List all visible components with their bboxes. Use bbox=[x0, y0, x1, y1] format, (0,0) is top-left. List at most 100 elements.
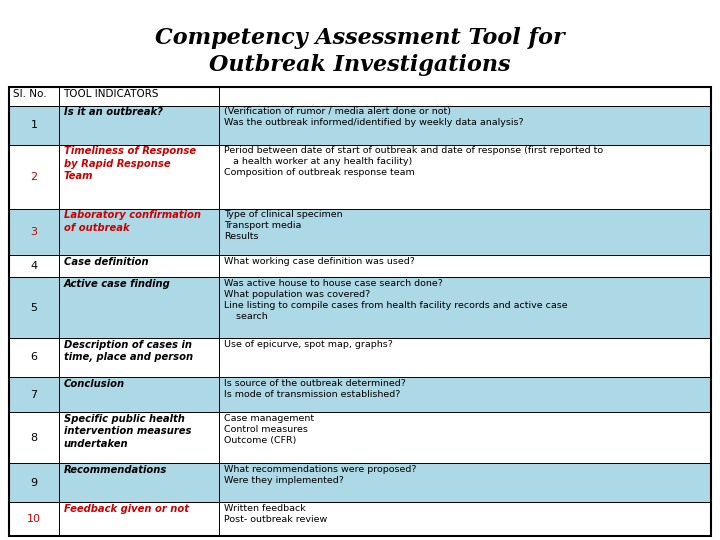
Bar bbox=[220, 377, 711, 412]
Text: Competency Assessment Tool for: Competency Assessment Tool for bbox=[155, 27, 565, 49]
Bar bbox=[9, 502, 59, 536]
Text: Case definition: Case definition bbox=[63, 257, 148, 267]
Bar bbox=[59, 338, 220, 377]
Bar bbox=[9, 338, 59, 377]
Text: 3: 3 bbox=[30, 227, 37, 237]
Text: 2: 2 bbox=[30, 172, 37, 181]
Text: Description of cases in
time, place and person: Description of cases in time, place and … bbox=[63, 340, 193, 362]
Text: 1: 1 bbox=[30, 120, 37, 130]
Bar bbox=[59, 502, 220, 536]
Bar bbox=[220, 87, 711, 105]
Bar bbox=[220, 338, 711, 377]
Bar bbox=[220, 377, 711, 412]
Text: Laboratory confirmation
of outbreak: Laboratory confirmation of outbreak bbox=[63, 210, 201, 233]
Bar bbox=[59, 377, 220, 412]
Text: 5: 5 bbox=[30, 302, 37, 313]
Bar bbox=[9, 463, 59, 502]
Text: Case management
Control measures
Outcome (CFR): Case management Control measures Outcome… bbox=[224, 414, 314, 445]
Text: Was active house to house case search done?
What population was covered?
Line li: Was active house to house case search do… bbox=[224, 279, 567, 321]
Bar bbox=[220, 255, 711, 277]
Bar bbox=[9, 145, 59, 208]
Bar bbox=[220, 502, 711, 536]
Text: Timeliness of Response
by Rapid Response
Team: Timeliness of Response by Rapid Response… bbox=[63, 146, 196, 181]
Bar bbox=[220, 502, 711, 536]
Text: 4: 4 bbox=[30, 261, 37, 271]
Bar bbox=[9, 255, 59, 277]
Bar bbox=[9, 277, 59, 338]
Text: Outbreak Investigations: Outbreak Investigations bbox=[210, 54, 510, 76]
Text: Active case finding: Active case finding bbox=[63, 279, 171, 289]
Bar bbox=[59, 87, 220, 105]
Bar bbox=[9, 105, 59, 145]
Bar bbox=[9, 277, 59, 338]
Text: Written feedback
Post- outbreak review: Written feedback Post- outbreak review bbox=[224, 504, 327, 524]
Text: Use of epicurve, spot map, graphs?: Use of epicurve, spot map, graphs? bbox=[224, 340, 392, 349]
Text: Is source of the outbreak determined?
Is mode of transmission established?: Is source of the outbreak determined? Is… bbox=[224, 379, 405, 399]
Bar bbox=[59, 87, 220, 105]
Text: Sl. No.: Sl. No. bbox=[13, 89, 47, 99]
Text: Period between date of start of outbreak and date of response (first reported to: Period between date of start of outbreak… bbox=[224, 146, 603, 177]
Bar bbox=[220, 208, 711, 255]
Text: Recommendations: Recommendations bbox=[63, 465, 167, 475]
Bar bbox=[9, 255, 59, 277]
Bar bbox=[9, 208, 59, 255]
Bar bbox=[9, 87, 711, 536]
Bar bbox=[59, 463, 220, 502]
Bar bbox=[59, 145, 220, 208]
Bar bbox=[220, 412, 711, 463]
Bar bbox=[220, 463, 711, 502]
Bar bbox=[9, 338, 59, 377]
Bar bbox=[220, 277, 711, 338]
Bar bbox=[9, 502, 59, 536]
Text: 8: 8 bbox=[30, 433, 37, 443]
Bar bbox=[220, 87, 711, 105]
Text: Type of clinical specimen
Transport media
Results: Type of clinical specimen Transport medi… bbox=[224, 210, 343, 241]
Bar bbox=[220, 277, 711, 338]
Text: What recommendations were proposed?
Were they implemented?: What recommendations were proposed? Were… bbox=[224, 465, 416, 485]
Bar bbox=[59, 255, 220, 277]
Text: Is it an outbreak?: Is it an outbreak? bbox=[63, 107, 163, 117]
Text: Conclusion: Conclusion bbox=[63, 379, 125, 389]
Bar bbox=[220, 208, 711, 255]
Bar bbox=[59, 277, 220, 338]
Bar bbox=[9, 87, 59, 105]
Bar bbox=[59, 208, 220, 255]
Bar bbox=[59, 208, 220, 255]
Bar bbox=[9, 463, 59, 502]
Bar bbox=[59, 412, 220, 463]
Bar bbox=[220, 338, 711, 377]
Text: TOOL INDICATORS: TOOL INDICATORS bbox=[63, 89, 159, 99]
Text: 10: 10 bbox=[27, 514, 41, 524]
Bar bbox=[220, 145, 711, 208]
Bar bbox=[220, 145, 711, 208]
Bar bbox=[220, 412, 711, 463]
Bar bbox=[59, 377, 220, 412]
Bar bbox=[9, 377, 59, 412]
Bar bbox=[59, 412, 220, 463]
Bar bbox=[9, 145, 59, 208]
Bar bbox=[59, 502, 220, 536]
Text: 9: 9 bbox=[30, 478, 37, 488]
Text: 6: 6 bbox=[30, 353, 37, 362]
Bar bbox=[9, 208, 59, 255]
Bar bbox=[59, 105, 220, 145]
Text: Specific public health
intervention measures
undertaken: Specific public health intervention meas… bbox=[63, 414, 191, 449]
Bar bbox=[59, 105, 220, 145]
Bar bbox=[9, 105, 59, 145]
Text: What working case definition was used?: What working case definition was used? bbox=[224, 257, 415, 266]
Text: (Verification of rumor / media alert done or not)
Was the outbreak informed/iden: (Verification of rumor / media alert don… bbox=[224, 107, 523, 127]
Text: 7: 7 bbox=[30, 389, 37, 400]
Bar bbox=[59, 463, 220, 502]
Bar bbox=[9, 412, 59, 463]
Text: Feedback given or not: Feedback given or not bbox=[63, 504, 189, 514]
Bar bbox=[59, 255, 220, 277]
Bar bbox=[9, 87, 59, 105]
Bar bbox=[220, 463, 711, 502]
Bar bbox=[9, 377, 59, 412]
Bar bbox=[220, 255, 711, 277]
Bar bbox=[59, 145, 220, 208]
Bar bbox=[9, 412, 59, 463]
Bar bbox=[59, 338, 220, 377]
Bar bbox=[220, 105, 711, 145]
Bar bbox=[59, 277, 220, 338]
